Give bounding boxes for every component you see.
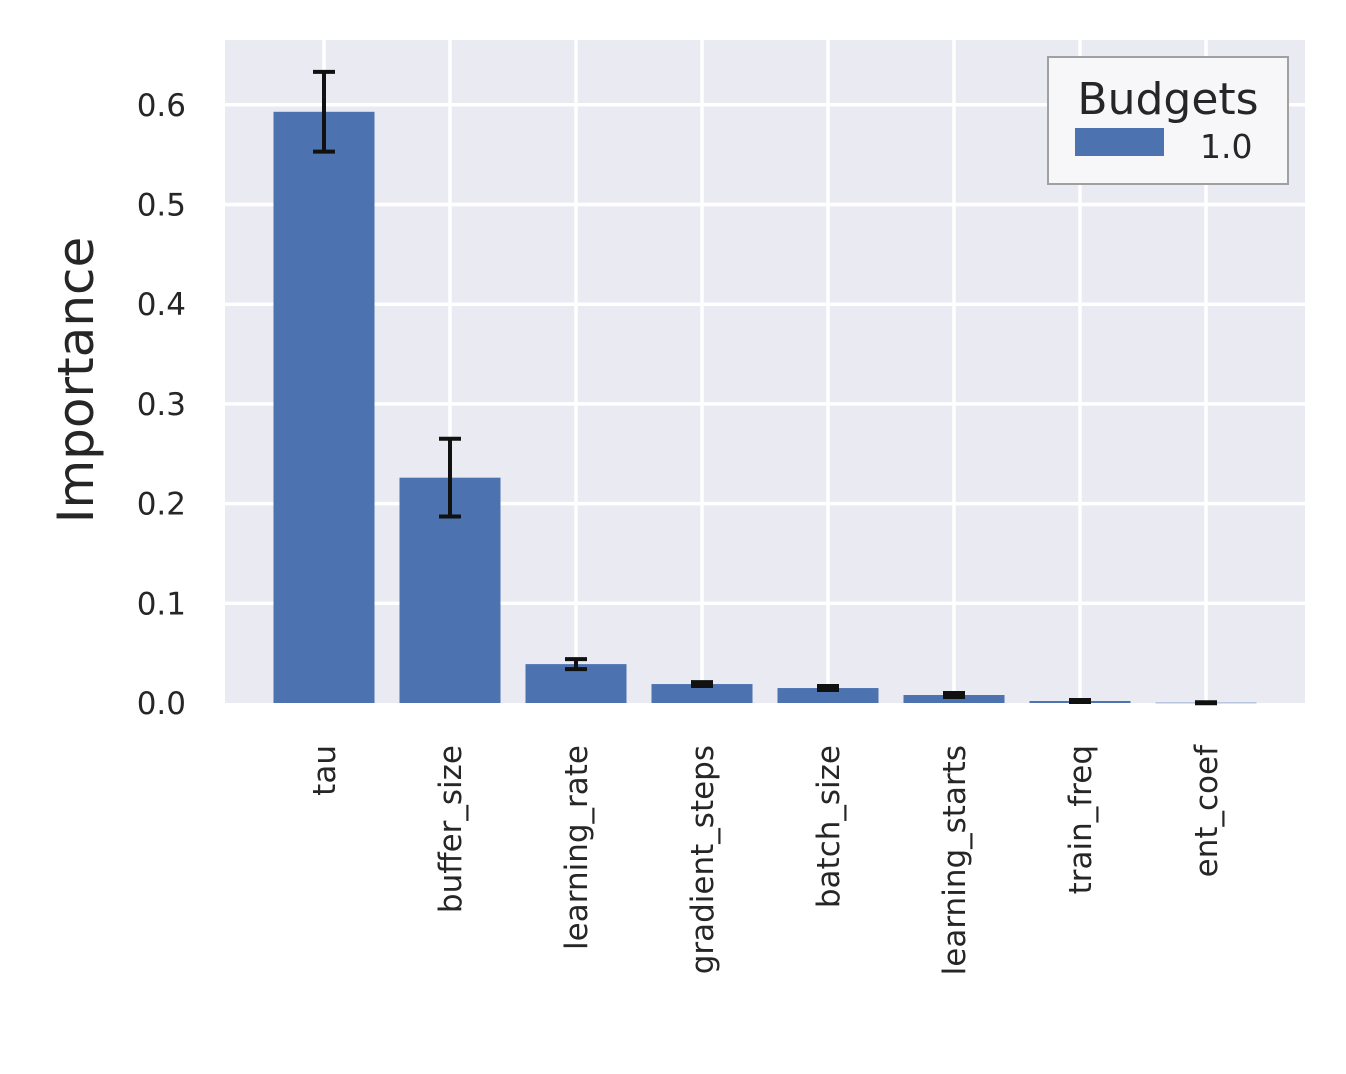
x-tick-label: learning_starts bbox=[937, 745, 973, 975]
bars bbox=[273, 111, 1257, 704]
y-tick-label: 0.2 bbox=[137, 487, 186, 523]
y-tick-label: 0.4 bbox=[137, 287, 186, 323]
y-tick-label: 0.1 bbox=[137, 586, 186, 622]
error-bars bbox=[313, 69, 1217, 706]
x-tick-labels: tau buffer_size learning_rate gradient_step… bbox=[307, 744, 1225, 975]
error-bar-tau bbox=[313, 69, 335, 154]
error-bar-buffer_size bbox=[439, 436, 461, 519]
bar-batch_size bbox=[777, 688, 879, 703]
x-tick-label: gradient_steps bbox=[685, 745, 721, 974]
x-tick-label: tau bbox=[307, 745, 343, 796]
x-tick-label: ent_coef bbox=[1189, 744, 1225, 877]
x-tick-label: train_freq bbox=[1063, 745, 1099, 894]
y-tick-label: 0.3 bbox=[137, 387, 186, 423]
error-bar-batch_size bbox=[817, 684, 839, 693]
bar-gradient_steps bbox=[651, 684, 753, 703]
grid-lines bbox=[225, 40, 1305, 703]
bar-tau bbox=[273, 111, 375, 704]
legend-box bbox=[1047, 56, 1289, 185]
legend-entry-label: 1.0 bbox=[1200, 127, 1252, 166]
error-bar-learning_rate bbox=[565, 657, 587, 672]
y-tick-label: 0.5 bbox=[137, 188, 186, 224]
y-axis-label: Importance bbox=[47, 237, 105, 524]
x-tick-label: buffer_size bbox=[433, 745, 469, 913]
x-tick-label: batch_size bbox=[811, 745, 847, 908]
legend: Budgets 1.0 bbox=[1047, 56, 1289, 185]
error-bar-gradient_steps bbox=[691, 680, 713, 689]
legend-swatch bbox=[1075, 128, 1164, 156]
x-tick-label: learning_rate bbox=[559, 745, 595, 950]
y-tick-label: 0.6 bbox=[137, 88, 186, 124]
error-bar-learning_starts bbox=[943, 691, 965, 700]
error-bar-train_freq bbox=[1069, 698, 1091, 705]
error-bar-ent_coef bbox=[1195, 700, 1217, 706]
y-tick-labels: 0.0 0.1 0.2 0.3 0.4 0.5 0.6 bbox=[137, 88, 186, 722]
y-tick-label: 0.0 bbox=[137, 686, 186, 722]
legend-title: Budgets bbox=[1077, 74, 1258, 125]
